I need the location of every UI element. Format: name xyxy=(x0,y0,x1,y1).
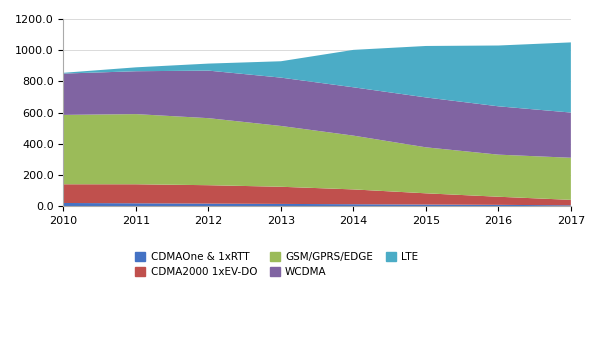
Legend: CDMAOne & 1xRTT, CDMA2000 1xEV-DO, GSM/GPRS/EDGE, WCDMA, LTE: CDMAOne & 1xRTT, CDMA2000 1xEV-DO, GSM/G… xyxy=(132,249,421,280)
